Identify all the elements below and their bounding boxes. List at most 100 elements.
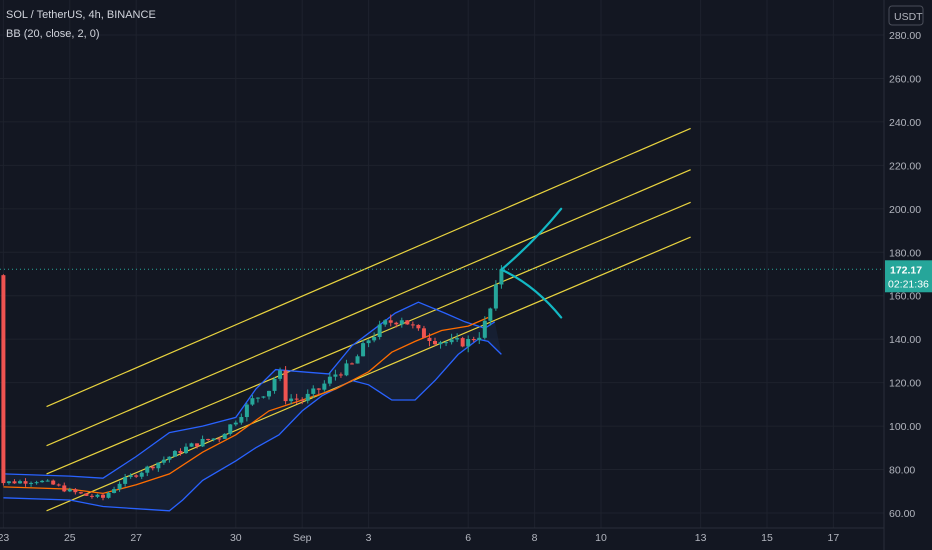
price-tick-label: 140.00 [889,334,921,346]
candle [471,336,476,343]
candle-body [184,446,188,454]
price-tick-label: 260.00 [889,73,921,85]
candle-body [305,393,310,401]
channel-line-1 [46,127,691,408]
price-tick-label: 180.00 [889,247,921,259]
candle [222,433,227,439]
candle-body [427,337,432,342]
candle [255,397,260,403]
candle-body [34,482,39,484]
candle [289,394,294,405]
channel-line-2 [46,169,691,447]
price-tick-label: 60.00 [889,508,915,520]
candle-body [355,356,360,364]
candle [344,359,349,377]
candle-body [283,370,288,402]
candle [427,333,432,347]
time-tick-label: 10 [595,532,607,544]
candle [18,479,22,484]
candle [438,340,443,349]
candle-body [410,324,415,326]
candle [200,435,205,447]
candle [283,366,288,405]
candle-body [73,489,78,493]
candle-body [383,320,388,325]
candle-body [278,370,283,379]
candle-body [1,275,6,484]
candle [466,335,471,353]
candle-body [206,438,211,440]
candle [101,493,105,501]
time-tick-label: 27 [130,532,142,544]
candle [1,274,6,486]
grid [0,0,884,528]
candle [67,487,72,493]
candle [493,280,498,311]
last-price-tag: 172.17 02:21:36 [885,260,932,293]
candle-body [228,424,233,434]
candle-body [139,472,144,477]
candle [23,478,28,487]
candle-body [466,338,471,347]
candle [172,449,177,457]
candle-body [250,398,255,405]
candle-body [433,341,437,345]
candle-body [128,475,133,478]
candle-body [233,422,238,425]
candle [460,336,465,348]
price-tick-label: 280.00 [889,30,921,42]
bar-countdown: 02:21:36 [888,278,929,290]
candle [6,481,11,485]
candle-body [40,480,45,483]
candle-body [388,320,393,323]
candle [250,395,255,406]
candle [272,376,277,394]
candle [482,316,487,340]
candle [399,317,404,328]
candle-body [361,343,366,357]
candle [134,474,139,478]
candle-body [416,324,421,329]
candle-body [372,337,377,341]
candle-body [333,374,338,377]
candle [355,354,360,364]
candle-body [421,328,426,338]
candle [261,396,266,399]
candle [405,320,410,325]
price-tick-label: 120.00 [889,378,921,390]
candle [167,456,172,463]
candle-body [394,322,399,325]
candle-body [161,459,166,463]
candle [278,367,283,382]
candle [410,321,415,329]
candle-body [405,320,410,325]
candle [84,493,89,497]
candle-body [477,337,482,341]
candle-body [29,482,34,484]
candle-body [78,492,83,494]
candle-body [455,338,460,340]
channel-lines [46,127,691,512]
candle-body [222,433,227,439]
candle-body [150,466,155,469]
candle-body [289,398,294,402]
candle-body [145,466,150,473]
candle [244,402,249,422]
candle-body [377,324,382,338]
candle [128,473,133,479]
candle [388,314,393,327]
candle-body [6,481,11,484]
candle-body [211,438,216,440]
candle [95,493,100,499]
candle [383,319,388,327]
candle-body [482,320,487,338]
candle-body [172,450,177,457]
candle [145,465,150,477]
last-price-box [885,260,932,293]
candle [300,397,305,405]
candle [62,482,67,493]
bollinger-upper-band [3,301,496,479]
candle [89,493,94,499]
candle-body [239,417,244,423]
